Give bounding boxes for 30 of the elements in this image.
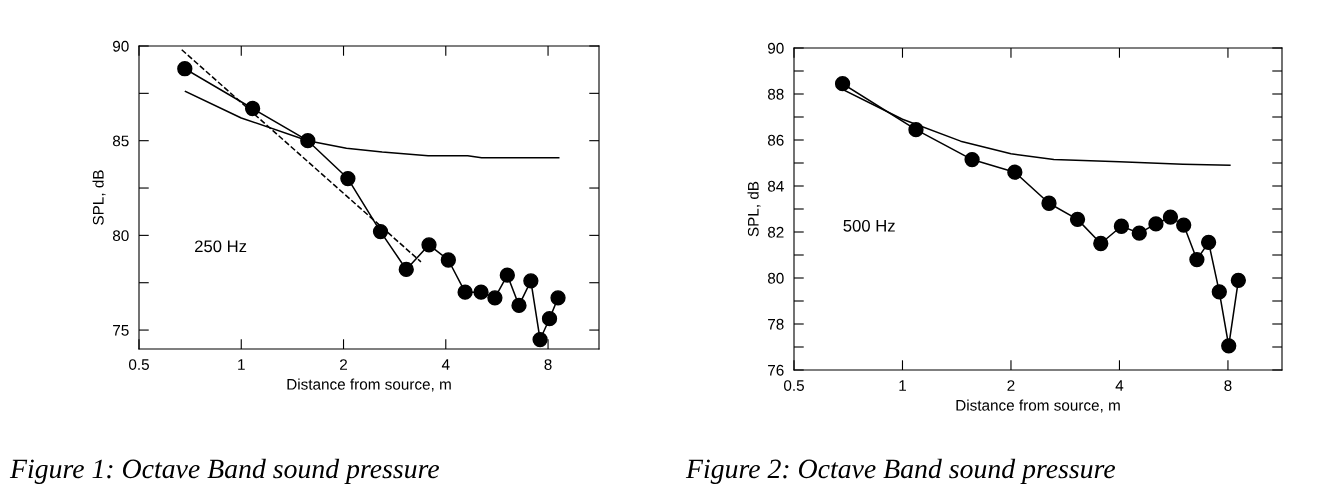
- x-tick-label: 0.5: [783, 380, 804, 391]
- annotation: 250 Hz: [195, 240, 247, 253]
- x-tick-label: 8: [544, 359, 552, 370]
- y-tick-label: 78: [768, 318, 784, 330]
- y-tick-label: 82: [767, 226, 784, 238]
- y-tick-label: 84: [767, 180, 784, 192]
- y-tick-label: 90: [768, 42, 784, 54]
- caption: Figure 2: Octave Band sound pressure: [685, 458, 1116, 484]
- caption: Figure 1: Octave Band sound pressure: [9, 458, 440, 484]
- y-tick-label: 86: [767, 134, 784, 146]
- y-tick-label: 88: [767, 88, 784, 100]
- y-tick-label: 90: [113, 40, 129, 52]
- x-tick-label: 2: [340, 359, 348, 370]
- x-tick-label: 4: [441, 359, 450, 370]
- x-tick-label: 4: [1115, 380, 1124, 391]
- y-tick-label: 76: [768, 364, 784, 376]
- x-tick-label: 1: [238, 359, 245, 370]
- y-axis-title: SPL, dB: [747, 181, 761, 237]
- y-tick-label: 80: [112, 230, 129, 242]
- x-tick-label: 0.5: [128, 359, 149, 370]
- x-tick-label: 8: [1224, 380, 1232, 391]
- x-axis-title: Distance from source, m: [287, 378, 451, 392]
- y-tick-label: 85: [112, 135, 129, 147]
- y-tick-label: 75: [113, 325, 129, 336]
- annotation: 500 Hz: [843, 219, 895, 232]
- x-tick-label: 1: [899, 380, 906, 391]
- x-axis-title: Distance from source, m: [956, 399, 1120, 413]
- x-tick-label: 2: [1007, 380, 1015, 391]
- y-tick-label: 80: [767, 272, 784, 284]
- y-axis-title: SPL, dB: [92, 170, 106, 225]
